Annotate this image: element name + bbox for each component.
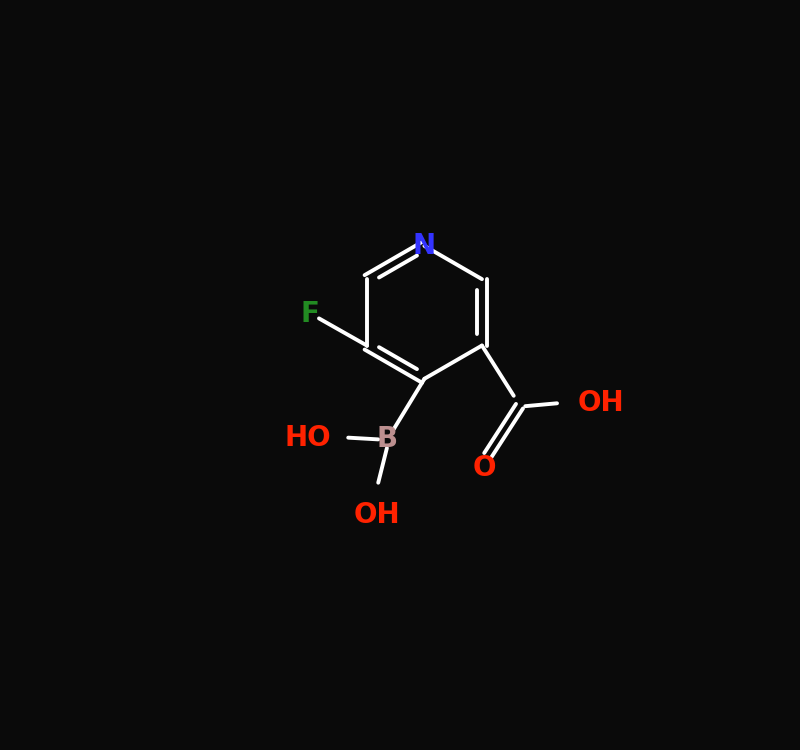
Text: O: O — [473, 454, 497, 482]
Text: F: F — [301, 300, 320, 328]
Text: N: N — [413, 232, 436, 260]
Text: B: B — [376, 425, 398, 454]
Text: HO: HO — [284, 424, 331, 451]
Text: OH: OH — [353, 501, 400, 530]
Text: OH: OH — [578, 389, 624, 417]
